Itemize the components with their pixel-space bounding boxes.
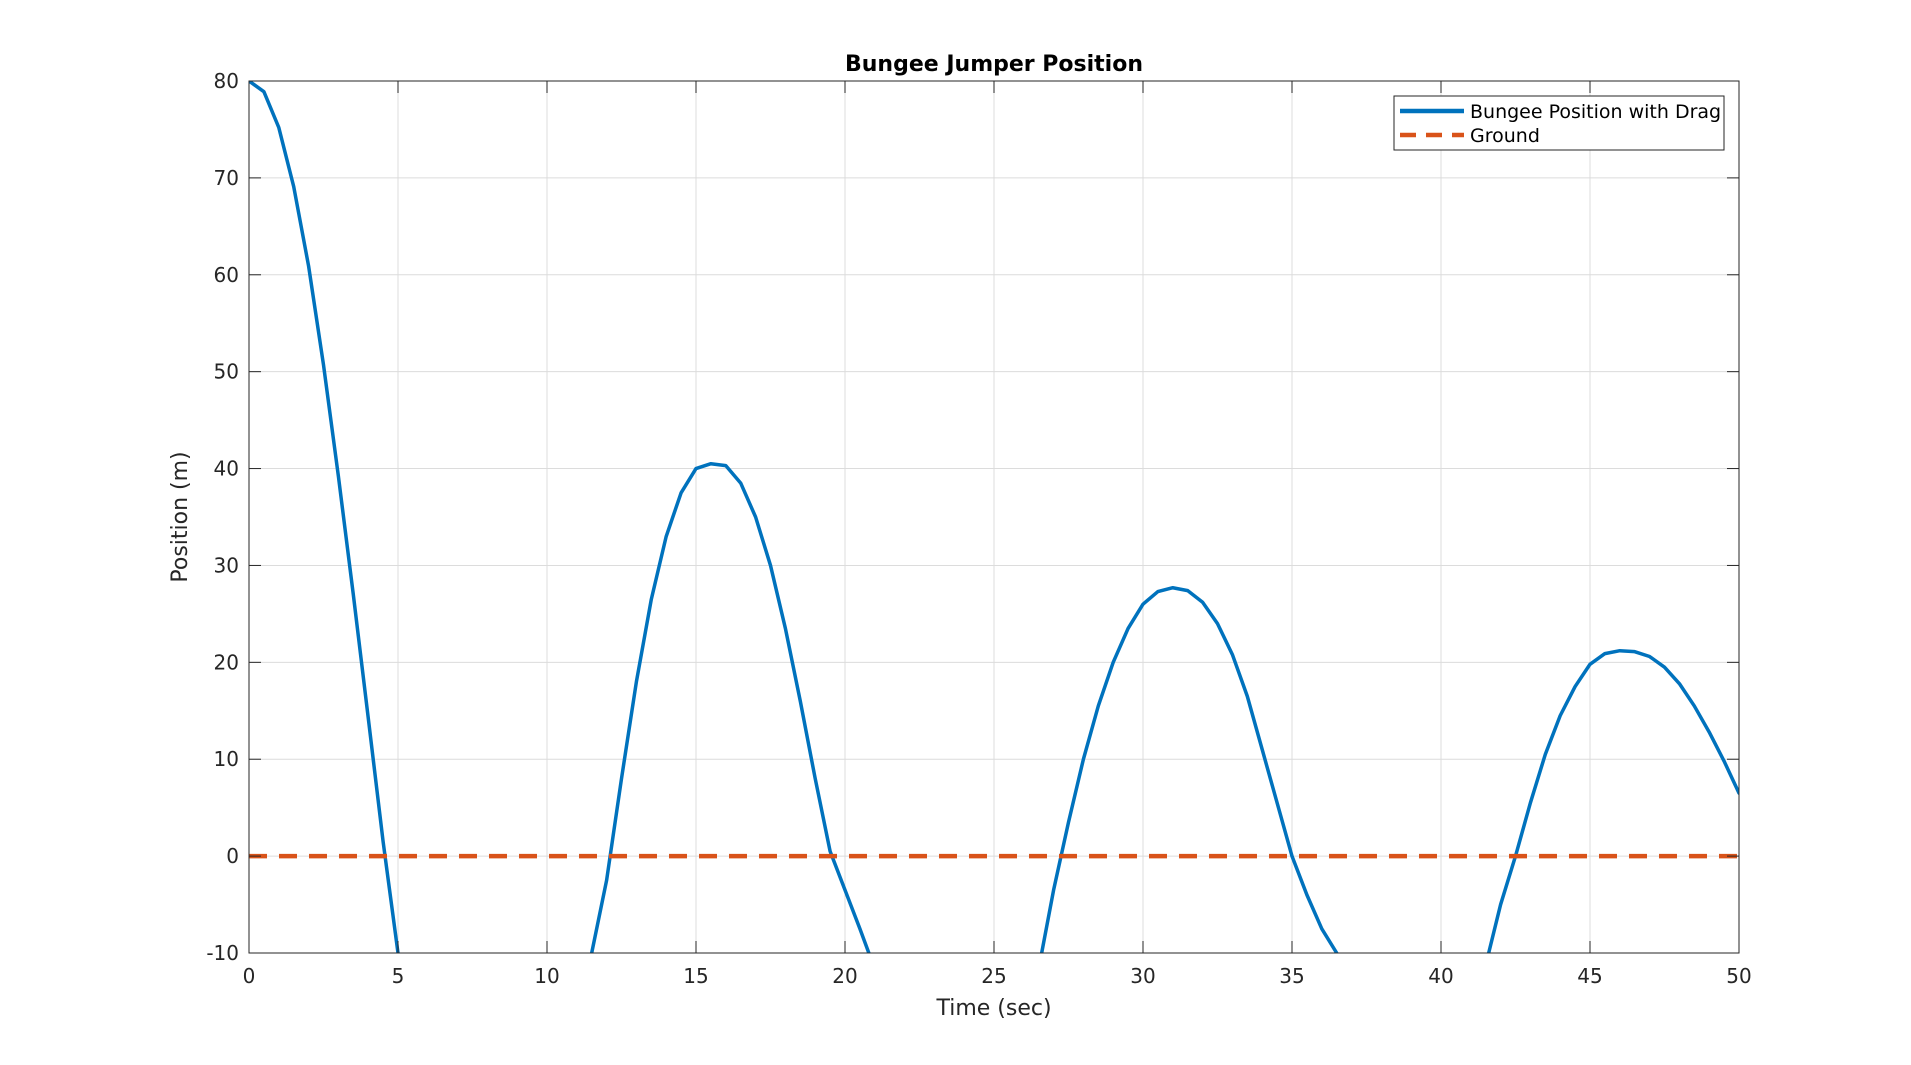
legend-label-bungee-position: Bungee Position with Drag	[1470, 101, 1721, 123]
legend-label-ground: Ground	[1470, 125, 1540, 147]
series-line-bungee-position-2	[1039, 585, 1339, 953]
x-tick-label: 45	[1577, 964, 1602, 988]
legend: Bungee Position with Drag Ground	[1393, 95, 1725, 151]
y-tick-label: 40	[214, 457, 239, 481]
x-tick-label: 0	[243, 964, 256, 988]
y-tick-label: 80	[214, 69, 239, 93]
series-line-bungee-position-3	[1486, 648, 1739, 953]
y-tick-label: -10	[206, 941, 239, 965]
x-tick-label: 20	[832, 964, 857, 988]
y-tick-label: 50	[214, 360, 239, 384]
series-line-bungee-position-0	[249, 81, 400, 953]
series-line-bungee-position-1	[589, 461, 871, 953]
x-tick-label: 15	[683, 964, 708, 988]
y-tick-label: 20	[214, 650, 239, 674]
x-axis-label: Time (sec)	[935, 996, 1051, 1021]
y-tick-label: 10	[214, 747, 239, 771]
y-tick-label: 30	[214, 553, 239, 577]
x-tick-label: 5	[392, 964, 405, 988]
y-axis-label: Position (m)	[168, 451, 193, 582]
y-tick-label: 70	[214, 166, 239, 190]
y-tick-label: 60	[214, 263, 239, 287]
legend-box	[1393, 95, 1725, 151]
x-tick-label: 50	[1726, 964, 1751, 988]
y-tick-label: 0	[226, 844, 239, 868]
x-tick-label: 10	[534, 964, 559, 988]
ticks	[248, 80, 1740, 954]
x-tick-label: 25	[981, 964, 1006, 988]
chart-title: Bungee Jumper Position	[845, 52, 1143, 77]
x-tick-label: 30	[1130, 964, 1155, 988]
x-tick-label: 40	[1428, 964, 1453, 988]
x-tick-label: 35	[1279, 964, 1304, 988]
series-group	[249, 81, 1739, 953]
